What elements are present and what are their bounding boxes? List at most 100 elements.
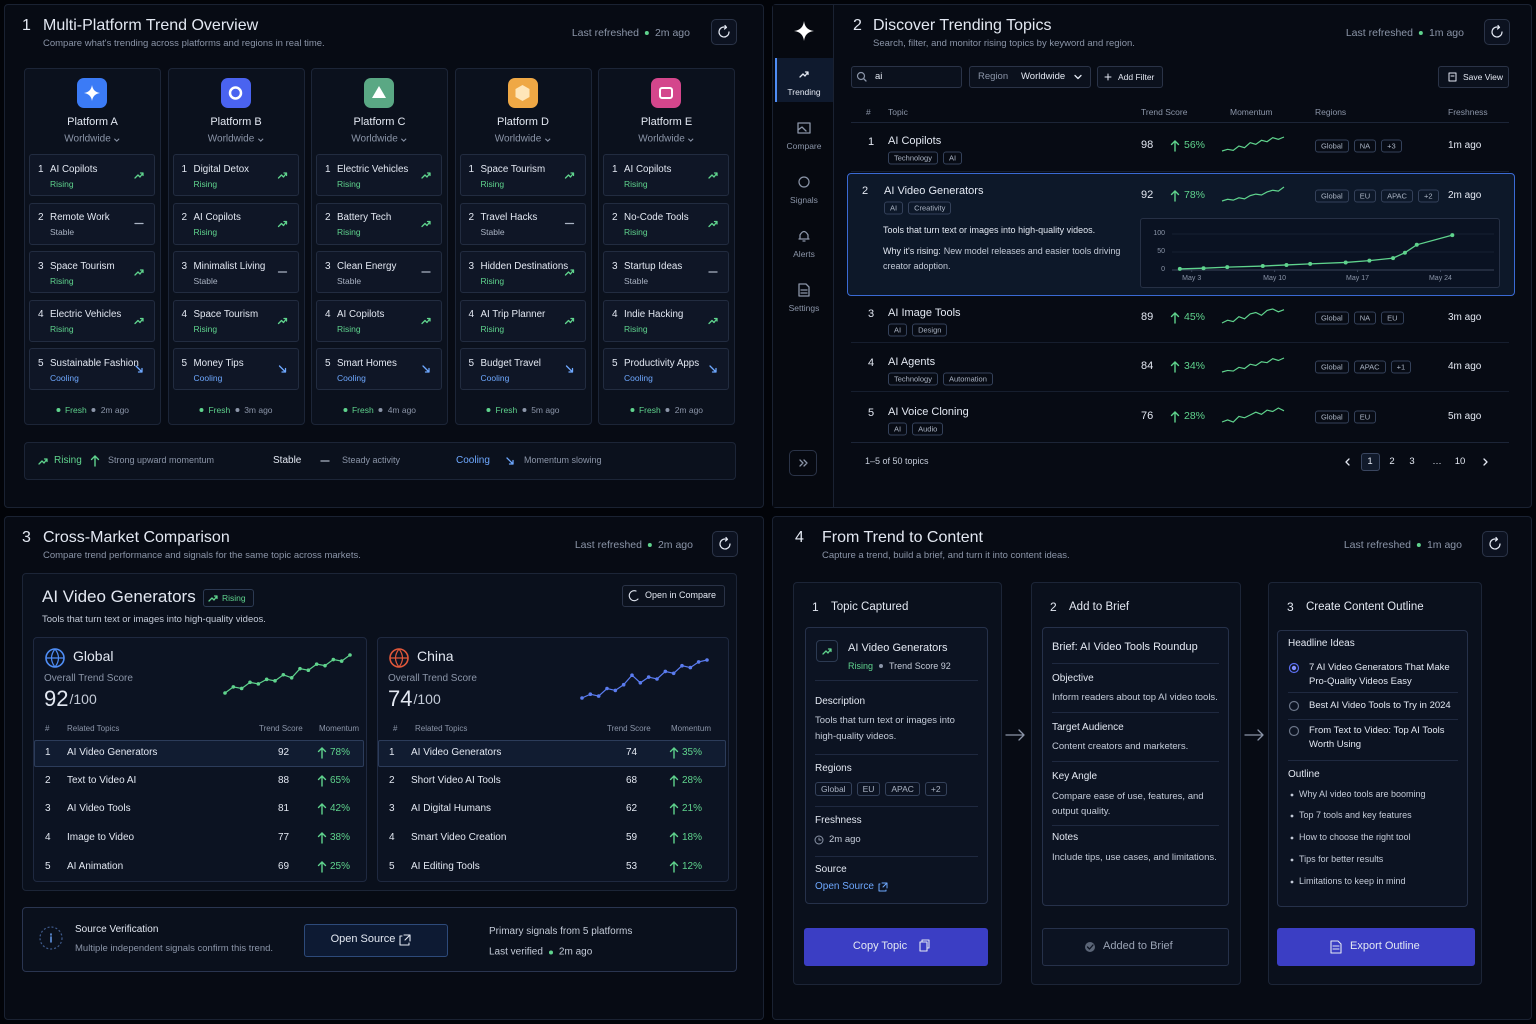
text: Primary signals from 5 platforms <box>489 925 633 937</box>
step-title: Add to Brief <box>1069 600 1130 613</box>
open-compare-button[interactable] <box>622 585 725 607</box>
icon <box>134 269 144 276</box>
topic-name: Budget Travel <box>480 357 541 369</box>
sparkline-point <box>281 672 286 677</box>
topic-item[interactable] <box>172 348 299 390</box>
copy-topic-button[interactable] <box>804 928 988 966</box>
icon <box>515 85 530 101</box>
bullet <box>1290 814 1294 818</box>
search-box[interactable] <box>851 66 962 88</box>
topic-item[interactable] <box>603 299 729 342</box>
row-divider <box>851 391 1509 392</box>
refresh-button[interactable] <box>1484 19 1510 45</box>
topic-item[interactable] <box>459 202 586 245</box>
label: AI <box>888 422 908 436</box>
topic-item[interactable] <box>316 202 442 245</box>
label: Audio <box>912 422 944 436</box>
column-header: Momentum <box>319 724 360 734</box>
icon <box>565 365 574 373</box>
sparkline-point <box>663 669 668 674</box>
sparkline-point <box>256 682 261 686</box>
topic-status: Stable <box>50 227 75 238</box>
topic-item[interactable] <box>172 154 299 196</box>
text: Worldwide <box>1021 71 1066 83</box>
topic-item[interactable] <box>29 251 155 293</box>
page-current[interactable] <box>1361 453 1380 471</box>
topic-item[interactable] <box>29 348 155 390</box>
region-select[interactable]: Worldwide <box>64 134 121 145</box>
topic-item[interactable] <box>316 299 442 342</box>
open-source-button[interactable] <box>304 924 448 957</box>
icon <box>277 172 288 179</box>
region-select[interactable]: Worldwide <box>495 134 552 145</box>
text: 5 <box>38 357 44 369</box>
momentum: 25% <box>330 860 351 872</box>
badge <box>203 589 254 607</box>
topic-item[interactable] <box>459 251 586 293</box>
trend-point <box>1284 262 1289 267</box>
topic-status: Rising <box>480 178 505 189</box>
save-view-button[interactable] <box>1438 66 1509 88</box>
sparkline-point <box>331 657 336 662</box>
topic-item[interactable] <box>603 348 729 390</box>
added-to-brief-button[interactable] <box>1042 928 1229 966</box>
topic-item[interactable] <box>316 251 442 293</box>
icon <box>1085 942 1095 952</box>
topic-item[interactable] <box>459 299 586 342</box>
collapse-button[interactable] <box>789 450 817 476</box>
refresh-button[interactable] <box>712 531 738 557</box>
momentum: 18% <box>682 831 703 843</box>
dot <box>235 408 240 412</box>
refresh-button[interactable] <box>1482 531 1508 557</box>
text: Export Outline <box>1350 940 1420 953</box>
icon <box>669 832 679 844</box>
label: Worldwide <box>494 133 542 145</box>
icon <box>1170 140 1180 152</box>
topic-status: Rising <box>50 178 74 189</box>
topic-item[interactable] <box>172 299 299 342</box>
region-select[interactable]: Worldwide <box>351 134 408 145</box>
momentum: 78% <box>1184 189 1206 202</box>
topic-item[interactable] <box>459 348 586 390</box>
topic-icon <box>816 640 838 662</box>
regions: Global NA EU <box>1315 311 1404 325</box>
icon-part <box>113 137 120 142</box>
sparkline <box>581 659 708 699</box>
export-outline-button[interactable] <box>1277 928 1475 966</box>
regions: Global APAC +1 <box>1315 360 1412 374</box>
icon <box>228 86 243 100</box>
text: 2 <box>862 185 869 198</box>
topic-item[interactable] <box>603 202 729 245</box>
trend-score: 68 <box>626 774 638 786</box>
topic-item[interactable] <box>459 154 586 196</box>
topic-item[interactable] <box>603 251 729 293</box>
freshness: 5m ago <box>1448 410 1482 422</box>
topic-item[interactable] <box>29 154 155 196</box>
topic-item[interactable] <box>172 202 299 245</box>
related-topic: Short Video AI Tools <box>411 774 501 786</box>
icon <box>878 882 888 892</box>
region-select[interactable] <box>969 66 1091 88</box>
refresh-button[interactable] <box>711 19 737 45</box>
topic-name: Battery Tech <box>337 212 392 224</box>
region-select[interactable]: Worldwide <box>208 134 265 145</box>
freshness: 4m ago <box>1448 360 1482 372</box>
topic-status: Cooling <box>50 372 79 383</box>
label: Global <box>1315 410 1349 424</box>
topic-name: AI Agents <box>888 356 936 369</box>
related-topic: AI Video Generators <box>67 746 158 758</box>
topic-item[interactable] <box>603 154 729 196</box>
text: Notes <box>1052 831 1079 843</box>
topic-status: Rising <box>337 178 361 189</box>
topic-item[interactable] <box>172 251 299 293</box>
icon <box>1086 944 1094 950</box>
topic-item[interactable] <box>29 202 155 245</box>
sparkline <box>1221 357 1285 373</box>
add-filter-button[interactable] <box>1097 66 1163 88</box>
topic-item[interactable] <box>29 299 155 342</box>
topic-item[interactable] <box>316 154 442 196</box>
topic-item[interactable] <box>316 348 442 390</box>
page-button: 2 <box>1389 456 1395 468</box>
region-select[interactable]: Worldwide <box>638 134 695 145</box>
freshness: Fresh 5m ago <box>486 405 560 415</box>
